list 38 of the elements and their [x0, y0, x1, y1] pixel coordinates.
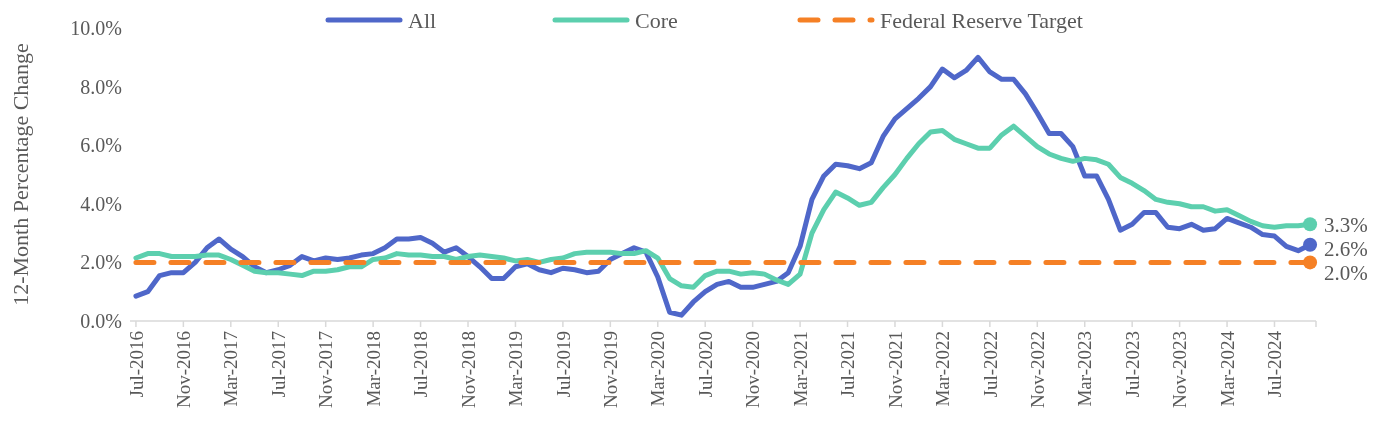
data-label: 3.3%: [1324, 212, 1368, 237]
x-tick-label: Mar-2023: [1074, 331, 1096, 407]
x-tick-label: Mar-2019: [505, 331, 527, 407]
y-axis-title: 12-Month Percentage Change: [8, 43, 33, 306]
x-tick-label: Jul-2021: [837, 331, 859, 398]
data-label: 2.0%: [1324, 260, 1368, 285]
y-tick-label: 2.0%: [80, 251, 122, 274]
x-tick-label: Nov-2022: [1026, 331, 1048, 409]
x-tick-label: Mar-2021: [789, 331, 811, 407]
x-tick-label: Mar-2020: [647, 331, 669, 407]
x-tick-label: Jul-2023: [1121, 331, 1143, 398]
x-tick-label: Nov-2018: [457, 331, 479, 409]
x-tick-label: Mar-2024: [1216, 330, 1238, 407]
y-tick-label: 8.0%: [80, 75, 122, 98]
y-tick-label: 0.0%: [80, 310, 122, 332]
legend-label: All: [408, 7, 437, 33]
y-tick-label: 6.0%: [80, 134, 122, 157]
x-tick-label: Nov-2016: [173, 331, 195, 409]
x-tick-label: Mar-2022: [932, 331, 954, 407]
data-label: 2.6%: [1324, 236, 1368, 261]
x-tick-label: Mar-2017: [220, 331, 242, 407]
x-tick-label: Nov-2021: [884, 331, 906, 409]
y-tick-label: 4.0%: [80, 192, 122, 215]
legend-label: Core: [635, 7, 678, 33]
x-tick-label: Jul-2020: [694, 331, 716, 398]
x-tick-label: Jul-2022: [979, 331, 1001, 398]
x-tick-label: Jul-2016: [125, 331, 147, 398]
legend-label: Federal Reserve Target: [880, 7, 1083, 33]
x-tick-label: Nov-2023: [1169, 331, 1191, 409]
x-tick-label: Mar-2018: [362, 331, 384, 407]
x-tick-label: Jul-2017: [267, 331, 289, 398]
y-tick-label: 10.0%: [70, 17, 122, 39]
x-tick-label: Nov-2019: [599, 331, 621, 409]
x-tick-label: Nov-2017: [315, 331, 337, 409]
x-tick-label: Jul-2018: [410, 331, 432, 398]
x-tick-label: Jul-2024: [1264, 330, 1286, 398]
x-tick-label: Nov-2020: [742, 331, 764, 409]
x-tick-label: Jul-2019: [552, 331, 574, 398]
